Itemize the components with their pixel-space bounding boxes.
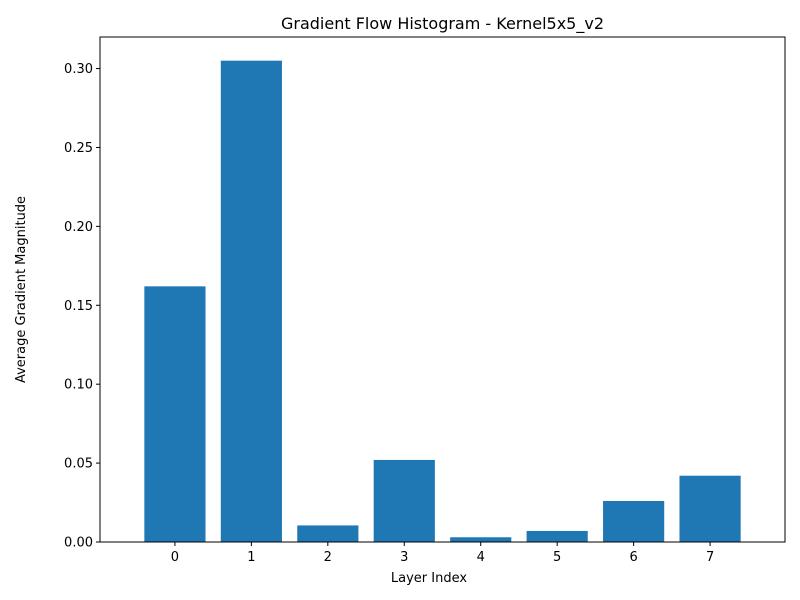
bar-layer-1 <box>220 60 282 542</box>
y-tick-label: 0.10 <box>64 378 93 393</box>
bar-layer-5 <box>526 530 588 542</box>
y-axis-label: Average Gradient Magnitude <box>14 196 29 383</box>
y-tick-label: 0.30 <box>64 62 93 77</box>
bar-layer-4 <box>450 537 512 542</box>
y-tick-label: 0.00 <box>64 536 93 551</box>
x-axis: 0 1 2 3 4 5 6 7 <box>171 542 714 565</box>
y-tick-label: 0.05 <box>64 457 93 472</box>
x-axis-label: Layer Index <box>391 571 467 586</box>
y-tick-label: 0.20 <box>64 220 93 235</box>
x-tick-label: 5 <box>553 550 561 565</box>
x-tick-label: 1 <box>247 550 255 565</box>
bar-layer-6 <box>603 500 665 542</box>
x-tick-label: 6 <box>629 550 637 565</box>
y-tick-label: 0.15 <box>64 299 93 314</box>
x-tick-label: 2 <box>324 550 332 565</box>
x-tick-label: 7 <box>706 550 714 565</box>
bar-layer-2 <box>297 525 359 542</box>
x-tick-label: 4 <box>477 550 485 565</box>
bar-layer-7 <box>679 475 741 542</box>
y-tick-label: 0.25 <box>64 141 93 156</box>
bar-layer-3 <box>373 459 435 542</box>
chart-title: Gradient Flow Histogram - Kernel5x5_v2 <box>281 14 604 34</box>
x-tick-label: 0 <box>171 550 179 565</box>
bars-layer <box>144 60 741 542</box>
bar-layer-0 <box>144 286 206 542</box>
x-tick-label: 3 <box>400 550 408 565</box>
plot-frame <box>99 36 786 543</box>
y-axis: 0.00 0.05 0.10 0.15 0.20 0.25 0.30 <box>64 62 100 551</box>
